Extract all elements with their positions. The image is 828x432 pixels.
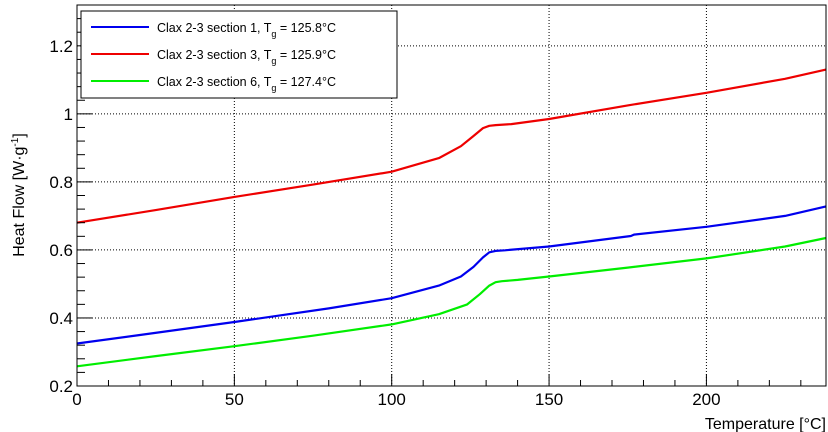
- x-axis-title: Temperature [°C]: [705, 416, 826, 432]
- y-axis-title-close: ]: [11, 133, 28, 137]
- x-tick-label-3: 150: [535, 390, 563, 409]
- y-tick-label-5: 1.2: [49, 37, 73, 56]
- series-line-1: [76, 205, 827, 345]
- x-tick-label-4: 200: [692, 390, 720, 409]
- series-line-2: [76, 68, 827, 224]
- x-tick-label-1: 50: [225, 390, 244, 409]
- y-tick-label-0: 0.2: [49, 377, 73, 396]
- legend-entry-1: Clax 2-3 section 1, Tg = 125.8°C: [91, 21, 336, 39]
- legend-entry-2: Clax 2-3 section 3, Tg = 125.9°C: [91, 48, 336, 66]
- series-lines: [76, 68, 827, 368]
- tick-labels: 0 50 100 150 200 0.2 0.4 0.6 0.8 1 1.2: [49, 37, 720, 409]
- legend-label-1: Clax 2-3 section 1, Tg = 125.8°C: [157, 21, 336, 39]
- y-axis-title-main: Heat Flow [W·g: [11, 147, 28, 257]
- legend-entry-3: Clax 2-3 section 6, Tg = 127.4°C: [91, 75, 336, 93]
- y-tick-label-3: 0.8: [49, 173, 73, 192]
- y-axis-title-superscript: -1: [10, 137, 21, 146]
- legend-label-3: Clax 2-3 section 6, Tg = 127.4°C: [157, 75, 336, 93]
- x-tick-label-0: 0: [72, 390, 81, 409]
- y-tick-label-1: 0.4: [49, 309, 73, 328]
- y-axis-title: Heat Flow [W·g-1]: [10, 133, 28, 257]
- y-tick-label-2: 0.6: [49, 241, 73, 260]
- x-tick-label-2: 100: [378, 390, 406, 409]
- y-tick-label-4: 1: [64, 105, 73, 124]
- legend: Clax 2-3 section 1, Tg = 125.8°C Clax 2-…: [80, 10, 398, 99]
- series-line-3: [76, 236, 827, 368]
- legend-label-2: Clax 2-3 section 3, Tg = 125.9°C: [157, 48, 336, 66]
